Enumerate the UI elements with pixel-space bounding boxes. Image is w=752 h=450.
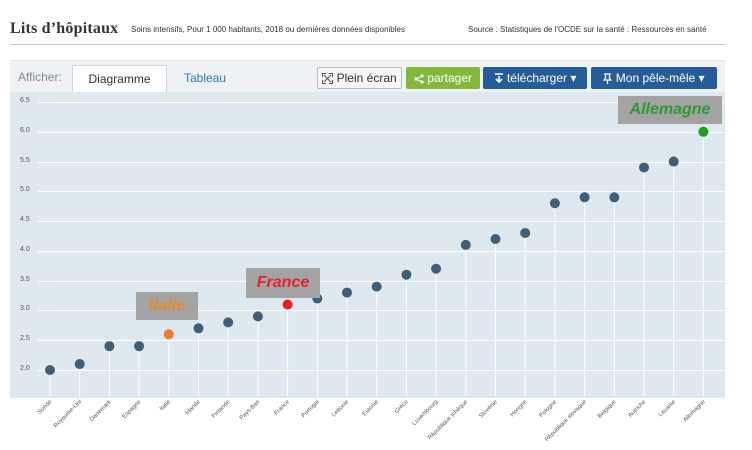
x-tick-label: Suède <box>37 399 54 416</box>
x-tick-label: Royaume-Uni <box>53 399 83 429</box>
data-point[interactable] <box>490 233 501 244</box>
data-point[interactable] <box>223 317 234 328</box>
x-tick-label: Finlande <box>211 399 232 420</box>
header-divider <box>10 44 725 45</box>
y-tick-label: 2.0 <box>20 365 30 372</box>
afficher-label: Afficher: <box>18 70 62 84</box>
y-tick-label: 6.0 <box>20 127 30 134</box>
data-point[interactable] <box>45 365 55 375</box>
pele-mele-label: Mon pêle-mêle ▾ <box>615 71 705 85</box>
data-point[interactable] <box>609 192 620 203</box>
data-point[interactable] <box>520 228 531 239</box>
data-point[interactable] <box>282 299 293 310</box>
gridline <box>38 310 725 311</box>
x-tick-label: Estonie <box>362 399 381 418</box>
data-point[interactable] <box>74 359 85 370</box>
y-tick-label: 5.0 <box>20 186 30 193</box>
annotation-allemagne: Allemagne <box>618 96 722 124</box>
x-tick-label: Lituanie <box>658 399 678 419</box>
annotation-italie: Italie <box>136 292 198 320</box>
share-label: partager <box>427 71 473 85</box>
data-point[interactable] <box>371 281 382 292</box>
y-tick-label: 3.0 <box>20 305 30 312</box>
gridline <box>38 102 725 103</box>
data-point[interactable] <box>460 239 471 250</box>
gridline <box>38 132 725 133</box>
x-tick-label: France <box>274 399 292 417</box>
tab-diagramme[interactable]: Diagramme <box>72 65 167 92</box>
pin-icon <box>603 71 615 85</box>
gridline <box>38 221 725 222</box>
chart-toolbar: Afficher: Diagramme Tableau Plein écran … <box>10 60 725 93</box>
data-point[interactable] <box>104 341 115 352</box>
expand-icon <box>322 71 336 85</box>
download-label: télécharger ▾ <box>506 71 577 85</box>
data-point[interactable] <box>639 162 649 173</box>
tab-tableau[interactable]: Tableau <box>183 71 227 85</box>
x-tick-label: Autriche <box>628 399 648 419</box>
gridline <box>38 191 725 192</box>
x-tick-label: Pologne <box>538 399 558 419</box>
data-point[interactable] <box>134 341 145 352</box>
pele-mele-button[interactable]: Mon pêle-mêle ▾ <box>591 67 717 89</box>
x-tick-label: Danemark <box>89 398 114 423</box>
gridline <box>38 281 725 282</box>
x-tick-label: Espagne <box>122 399 143 420</box>
share-button[interactable]: partager <box>406 67 480 89</box>
share-icon <box>414 71 427 85</box>
gridline <box>38 340 725 341</box>
y-tick-label: 4.0 <box>20 246 30 253</box>
download-icon <box>494 71 507 85</box>
y-tick-label: 3.5 <box>20 276 30 283</box>
data-point[interactable] <box>668 156 679 167</box>
gridline <box>38 162 725 163</box>
chart-title: Lits d’hôpitaux <box>10 20 119 37</box>
plot-area <box>10 92 725 398</box>
y-tick-label: 6.5 <box>20 97 30 104</box>
y-tick-label: 4.5 <box>20 216 30 223</box>
data-point[interactable] <box>549 198 560 209</box>
data-point[interactable] <box>579 192 590 203</box>
gridline <box>38 370 725 371</box>
y-tick-label: 2.5 <box>20 335 30 342</box>
x-tick-label: Portugal <box>301 399 321 419</box>
chart-header: Lits d’hôpitaux Soins intensifs, Pour 1 … <box>0 0 752 50</box>
x-tick-label: Italie <box>159 399 173 413</box>
data-point[interactable] <box>431 263 442 274</box>
x-tick-label: Allemagne <box>683 399 708 424</box>
data-point[interactable] <box>252 311 263 322</box>
data-point[interactable] <box>163 329 174 340</box>
x-tick-label: Belgique <box>597 399 618 420</box>
x-tick-label: Grèce <box>394 399 410 415</box>
data-point[interactable] <box>342 287 352 298</box>
annotation-france: France <box>246 268 320 298</box>
chart-subtitle: Soins intensifs, Pour 1 000 habitants, 2… <box>131 25 405 34</box>
chart-source[interactable]: Source : Statistiques de l'OCDE sur la s… <box>468 25 707 34</box>
gridline <box>38 251 725 252</box>
download-button[interactable]: télécharger ▾ <box>483 67 587 89</box>
x-tick-label: Luxembourg <box>412 399 440 427</box>
data-point[interactable] <box>401 269 412 280</box>
x-tick-label: Hongrie <box>510 399 530 419</box>
y-tick-label: 5.5 <box>20 157 30 164</box>
fullscreen-button[interactable]: Plein écran <box>317 67 402 89</box>
data-point[interactable] <box>193 323 204 334</box>
data-point[interactable] <box>698 126 709 137</box>
x-tick-label: Lettonie <box>331 399 351 419</box>
x-tick-label: Slovénie <box>478 399 499 420</box>
fullscreen-label: Plein écran <box>336 71 397 85</box>
x-tick-label: Pays-Bas <box>239 399 261 421</box>
x-tick-label: Irlande <box>185 399 203 417</box>
